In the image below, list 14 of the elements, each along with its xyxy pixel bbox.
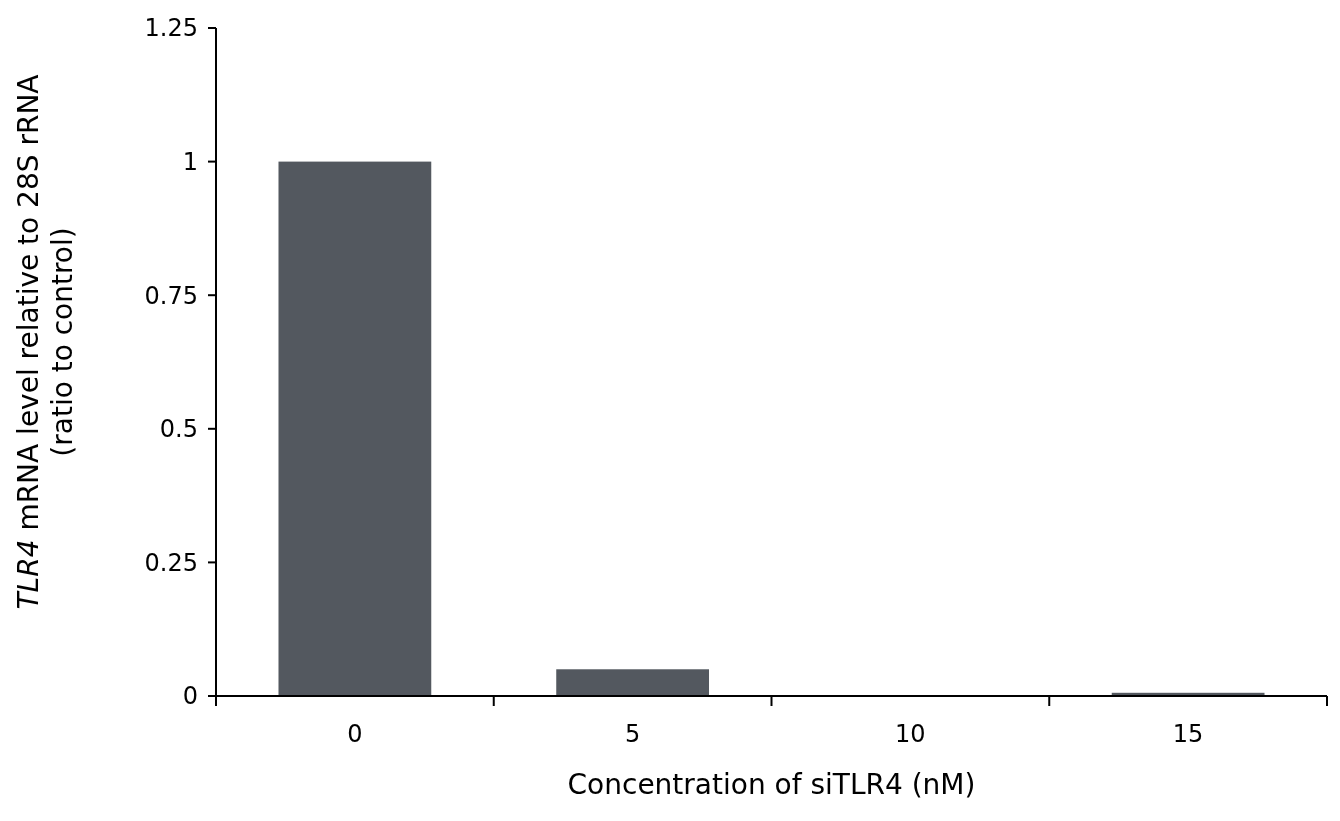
y-tick-label: 0.25: [144, 548, 198, 577]
x-tick-label: 15: [1172, 720, 1204, 748]
y-tick-label: 1: [182, 148, 198, 176]
bar: [556, 669, 710, 696]
x-tick-label: 0: [347, 720, 363, 748]
y-tick-label: 1.25: [144, 14, 198, 43]
bar: [278, 161, 432, 696]
y-tick-label: 0.75: [144, 281, 198, 310]
x-tick-label: 10: [895, 720, 926, 748]
x-axis-title: Concentration of siTLR4 (nM): [567, 768, 976, 801]
y-axis-title: TLR4 mRNA level relative to 28S rRNA (ratio to control): [12, 74, 79, 610]
x-tick-label: 5: [624, 720, 641, 748]
y-tick-label: 0.5: [159, 415, 198, 444]
y-tick-label: 0: [182, 682, 198, 711]
